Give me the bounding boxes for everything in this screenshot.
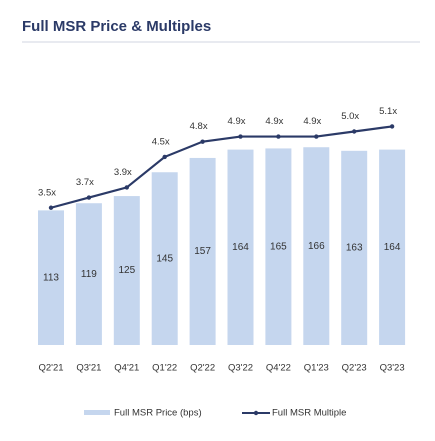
line-label: 4.5x: [152, 136, 170, 147]
line-label: 4.9x: [265, 116, 283, 127]
line-label: 4.9x: [303, 116, 321, 127]
bar: [113, 196, 140, 345]
line-label: 4.9x: [228, 116, 246, 127]
bar-label: 125: [118, 265, 135, 276]
bar-label: 165: [270, 241, 287, 252]
bar: [189, 157, 216, 345]
bar: [151, 172, 178, 345]
legend-swatch: [84, 410, 110, 415]
line-label: 3.9x: [114, 167, 132, 178]
x-tick-label: Q1'22: [152, 363, 177, 374]
line-point: [124, 185, 129, 190]
line-point: [200, 139, 205, 144]
x-tick-label: Q4'22: [266, 363, 291, 374]
line-point: [314, 134, 319, 139]
bar-label: 157: [194, 246, 211, 257]
line-point: [389, 124, 395, 129]
bar: [38, 210, 64, 345]
bar-label: 119: [81, 269, 97, 280]
x-tick-label: Q4'21: [114, 363, 139, 374]
line-point: [352, 129, 357, 134]
line-label: 5.1x: [379, 106, 397, 117]
line-point: [238, 134, 243, 139]
bar: [341, 150, 368, 345]
chart-title: Full MSR Price & Multiples: [22, 18, 211, 35]
bar: [265, 148, 292, 345]
line-label: 5.0x: [341, 111, 359, 122]
x-tick-label: Q3'23: [380, 363, 405, 374]
bar-label: 166: [308, 241, 325, 252]
line-point: [276, 134, 281, 139]
bar-label: 164: [384, 242, 401, 253]
bar-label: 113: [43, 272, 59, 283]
x-tick-label: Q2'22: [190, 363, 215, 374]
line-point: [48, 205, 54, 210]
x-tick-label: Q2'23: [342, 363, 367, 374]
bar: [379, 149, 406, 345]
legend-label: Full MSR Multiple: [272, 408, 346, 419]
x-tick-label: Q3'22: [228, 363, 253, 374]
x-tick-label: Q3'21: [76, 363, 101, 374]
bar: [75, 203, 102, 345]
bar: [303, 147, 330, 345]
line-label: 4.8x: [190, 121, 208, 132]
line: [50, 125, 393, 209]
line-label: 3.5x: [38, 187, 56, 198]
legend-label: Full MSR Price (bps): [114, 408, 202, 419]
line-point: [86, 195, 92, 200]
bar: [227, 149, 254, 345]
bar-label: 145: [156, 253, 173, 264]
line-point: [162, 154, 167, 160]
legend-swatch: [253, 410, 259, 416]
x-tick-label: Q1'23: [304, 363, 329, 374]
bar-label: 163: [346, 243, 363, 254]
bar-label: 164: [232, 242, 249, 253]
line-label: 3.7x: [76, 177, 94, 188]
x-tick-label: Q2'21: [38, 363, 63, 374]
